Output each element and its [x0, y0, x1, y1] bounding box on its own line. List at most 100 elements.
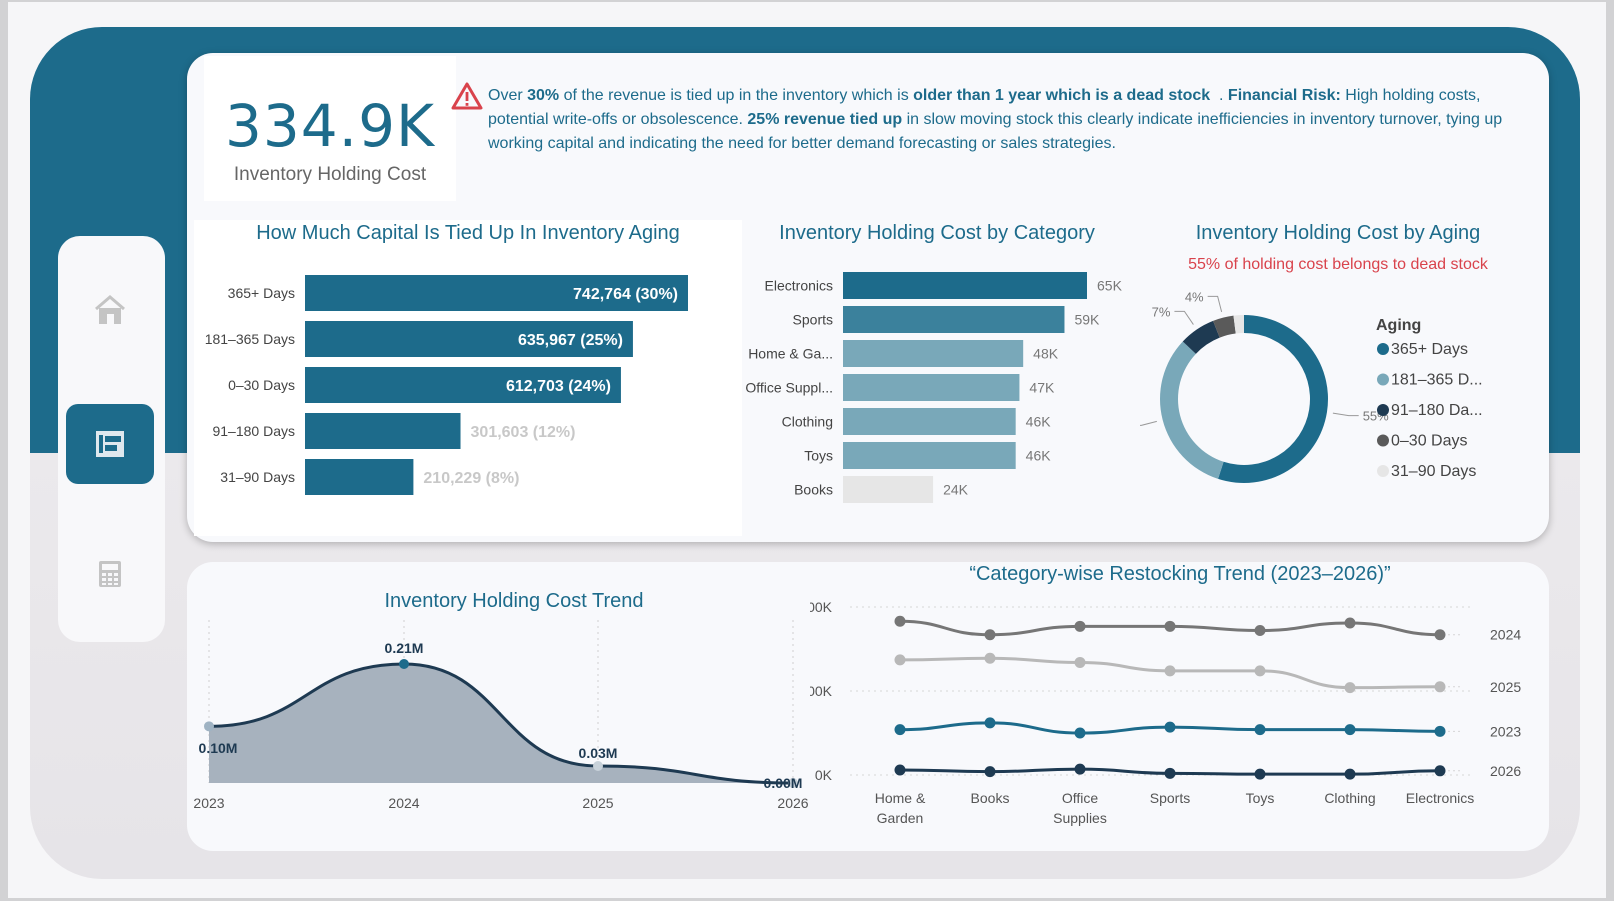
restock-point: [984, 652, 996, 664]
restock-point: [1164, 665, 1176, 677]
category-label: Clothing: [782, 414, 833, 430]
insight-bold: Financial Risk:: [1227, 87, 1341, 104]
aging-bar-chart: 365+ Days 742,764 (30%) 181–365 Days 635,96…: [205, 275, 688, 495]
kpi-label: Inventory Holding Cost: [233, 164, 427, 185]
aging-bar: [305, 413, 461, 449]
aging-category-label: 0–30 Days: [228, 377, 295, 393]
calculator-icon: [99, 561, 121, 587]
donut-slice: [1218, 315, 1328, 483]
trend-x-tick: 2023: [193, 795, 224, 811]
trend-point-label: 0.03M: [579, 745, 618, 761]
aging-bar-label: 635,967 (25%): [518, 332, 623, 349]
restock-point: [1254, 625, 1266, 637]
restock-y-tick: 0K: [815, 767, 833, 783]
restock-point: [1164, 767, 1176, 779]
restock-point: [1434, 681, 1446, 693]
insight-part: High holding costs, potential write-offs…: [488, 87, 1481, 128]
insight-bold: older than 1 year which is a dead stock: [913, 87, 1211, 104]
restock-y-tick: 100K: [810, 683, 833, 699]
kpi-value: 334.9K: [224, 92, 436, 160]
restock-point: [894, 764, 906, 776]
insight-part: Over: [488, 87, 528, 104]
category-label: Sports: [793, 312, 833, 328]
donut-legend-swatch: [1377, 465, 1389, 477]
trend-point-label: 0.21M: [385, 640, 424, 656]
category-bar: [843, 374, 1020, 401]
restock-point: [1254, 724, 1266, 736]
donut-slice-label: 4%: [1185, 292, 1204, 304]
donut-legend-label: 0–30 Days: [1391, 433, 1468, 450]
category-label: Electronics: [765, 278, 833, 294]
donut-slice: [1160, 341, 1224, 479]
category-label: Books: [794, 482, 833, 498]
home-icon: [95, 295, 125, 324]
aging-chart-title: How Much Capital Is Tied Up In Inventory…: [256, 222, 680, 244]
restock-point: [1254, 665, 1266, 677]
restock-point: [1074, 656, 1086, 668]
aging-bar: [305, 367, 621, 403]
insight-bold: 30%: [527, 87, 560, 104]
category-bar: [843, 272, 1087, 299]
restock-chart-title: “Category-wise Restocking Trend (2023–20…: [969, 563, 1391, 585]
trend-point-label: 0.00M: [764, 775, 803, 791]
restock-point: [1074, 620, 1086, 632]
restock-point: [1344, 682, 1356, 694]
restock-point: [1434, 629, 1446, 641]
kpi-card: 334.9K Inventory Holding Cost: [204, 56, 456, 201]
restock-x-tick: Clothing: [1324, 790, 1375, 806]
category-label: Toys: [804, 448, 833, 464]
donut-legend-title: Aging: [1376, 317, 1421, 334]
insight-bold: 25% revenue tied up: [747, 111, 903, 128]
restock-series-label: 2025: [1490, 679, 1521, 695]
restock-point: [984, 629, 996, 641]
restock-point: [894, 654, 906, 666]
restock-point: [1434, 725, 1446, 737]
donut-slice-label: 7%: [1152, 304, 1171, 319]
donut-legend-swatch: [1377, 373, 1389, 386]
category-label: Office Suppl...: [745, 380, 833, 396]
restock-point: [1254, 768, 1266, 780]
trend-point: [204, 721, 214, 732]
report-icon: [96, 431, 124, 457]
trend-line: [208, 662, 794, 785]
restock-point: [1164, 620, 1176, 632]
aging-bar-label: 742,764 (30%): [573, 286, 678, 303]
aging-bar: [305, 459, 414, 495]
trend-point-label: 0.10M: [199, 740, 238, 756]
category-bar: [843, 340, 1024, 367]
category-bar-label: 59K: [1074, 312, 1100, 328]
restock-series-label: 2024: [1490, 627, 1521, 643]
nav-home-button[interactable]: [66, 270, 154, 350]
insight-part: in slow moving stock this clearly indica…: [488, 111, 1503, 152]
donut-leader-line: [1174, 310, 1194, 325]
sidebar: [58, 236, 165, 642]
aging-donut-title: Inventory Holding Cost by Aging: [1195, 222, 1481, 244]
nav-calculator-button[interactable]: [66, 534, 154, 614]
restock-point: [1434, 765, 1446, 777]
category-bar-chart: Electronics 65K Sports 59K Home & Ga... 48K Of…: [745, 272, 1123, 503]
donut-leader-line: [1332, 412, 1359, 417]
category-bar: [843, 442, 1016, 469]
donut-leader-line: [1140, 420, 1157, 426]
trend-chart-title: Inventory Holding Cost Trend: [384, 590, 644, 612]
category-bar-label: 47K: [1029, 380, 1055, 396]
aging-category-label: 181–365 Days: [205, 331, 295, 347]
aging-bar-label: 210,229 (8%): [423, 470, 519, 487]
category-bar-label: 48K: [1033, 346, 1059, 362]
restock-x-tick: Sports: [1150, 790, 1190, 806]
donut-legend-swatch: [1377, 343, 1389, 355]
nav-report-button[interactable]: [66, 404, 154, 484]
donut-legend-swatch: [1377, 404, 1389, 416]
restock-point: [894, 615, 906, 627]
insight-text: Over 30% of the revenue is tied up in th…: [488, 84, 1528, 156]
category-bar-label: 46K: [1026, 414, 1052, 430]
restock-x-tick: Home &: [875, 790, 926, 806]
trend-area: [209, 664, 793, 783]
restock-point: [1164, 721, 1176, 733]
aging-category-label: 365+ Days: [228, 285, 295, 301]
restock-series-label: 2023: [1490, 723, 1521, 739]
restock-point: [984, 766, 996, 778]
restock-x-tick: Garden: [877, 810, 924, 826]
restock-point: [1344, 768, 1356, 780]
